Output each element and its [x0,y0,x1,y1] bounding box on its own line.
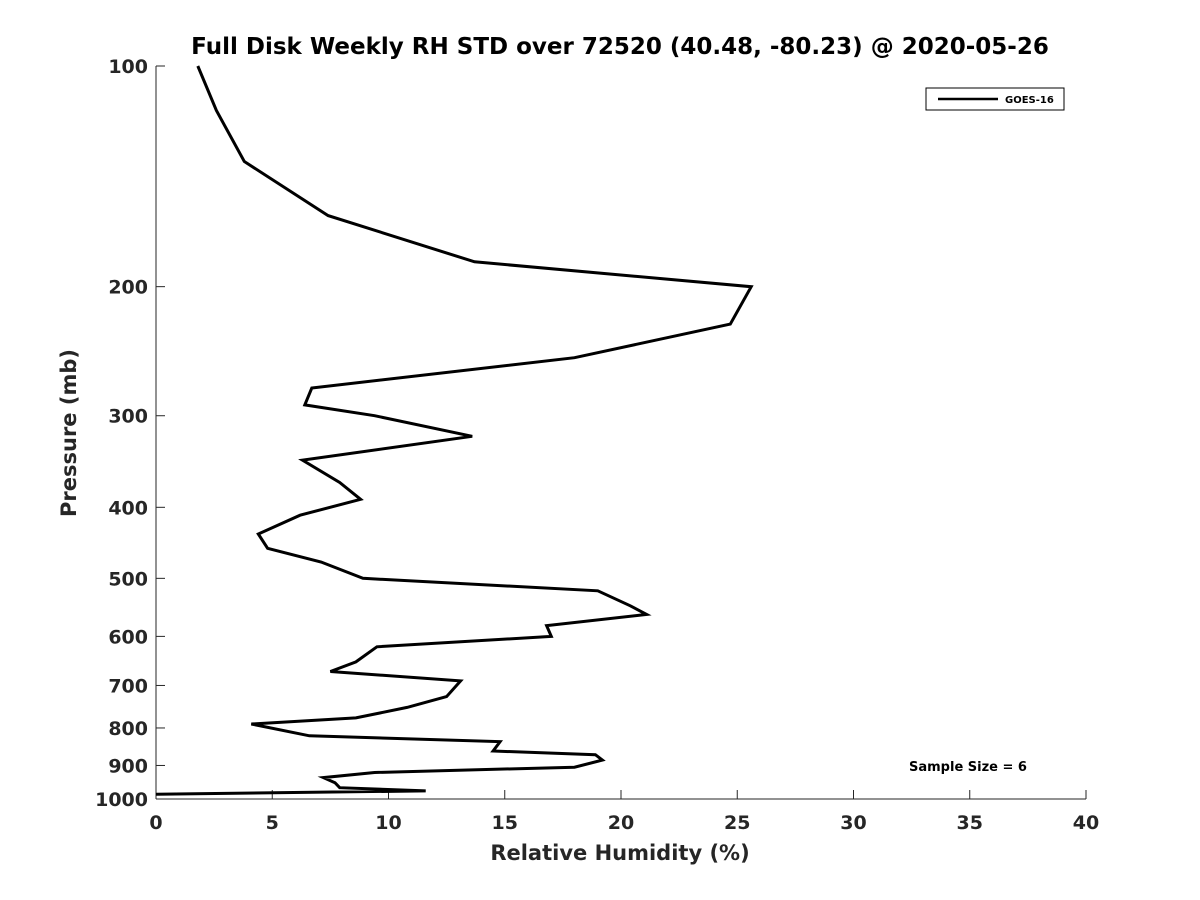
x-tick-label: 10 [375,812,401,834]
y-tick-label: 500 [108,568,148,590]
y-axis-ticks: 100 200 300 400 500 600 700 800 900 1000 [95,56,165,811]
legend-label: GOES-16 [1005,95,1054,106]
legend: GOES-16 [925,87,1065,111]
y-tick-label: 700 [108,675,148,697]
y-tick-label: 1000 [95,789,148,811]
x-tick-label: 0 [149,812,162,834]
x-tick-label: 20 [608,812,634,834]
x-tick-label: 35 [957,812,983,834]
x-tick-label: 15 [492,812,518,834]
y-tick-label: 900 [108,755,148,777]
sample-size-annotation: Sample Size = 6 [909,760,1027,775]
y-tick-label: 800 [108,718,148,740]
y-axis-label: Pressure (mb) [57,349,81,517]
y-tick-label: 200 [108,277,148,299]
x-tick-label: 40 [1073,812,1099,834]
y-tick-label: 600 [108,626,148,648]
series-line-goes-16 [155,65,754,796]
x-axis-ticks: 0 5 10 15 20 25 30 35 40 [149,790,1099,834]
chart-title: Full Disk Weekly RH STD over 72520 (40.4… [191,34,1049,60]
data-series [155,65,754,796]
x-tick-label: 25 [724,812,750,834]
x-tick-label: 5 [266,812,279,834]
y-tick-label: 100 [108,56,148,78]
x-axis-label: Relative Humidity (%) [490,841,749,865]
y-tick-label: 400 [108,497,148,519]
y-tick-label: 300 [108,406,148,428]
x-tick-label: 30 [840,812,866,834]
